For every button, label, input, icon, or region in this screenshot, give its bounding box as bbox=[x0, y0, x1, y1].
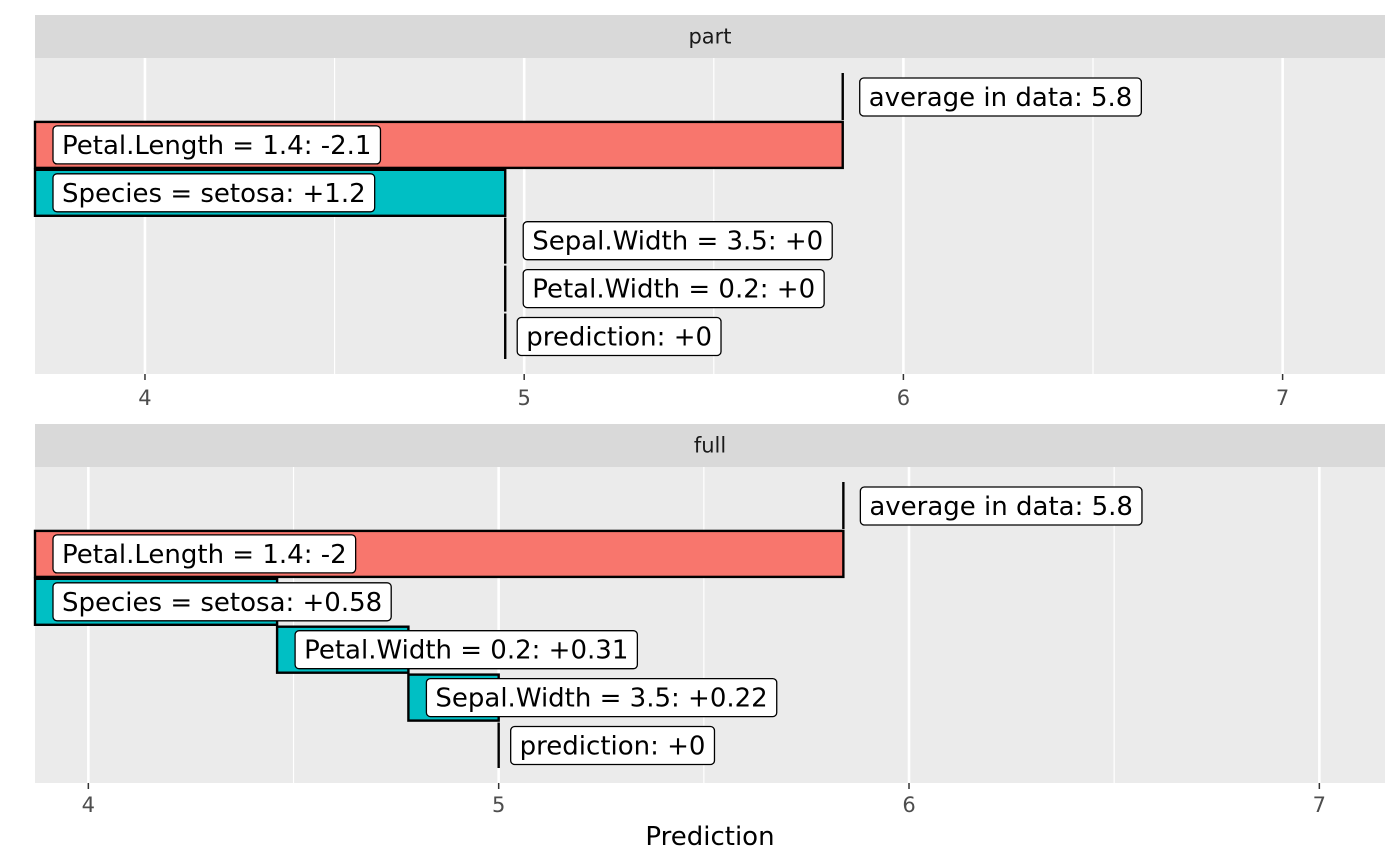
bar-label-text: Petal.Length = 1.4: -2.1 bbox=[62, 131, 371, 161]
bar-label-box bbox=[859, 486, 1143, 526]
x-tick-label: 6 bbox=[902, 793, 915, 817]
bar-label-text: Species = setosa: +1.2 bbox=[62, 179, 366, 209]
bar-label: prediction: +0 bbox=[516, 316, 722, 357]
bar-label-text: Sepal.Width = 3.5: +0 bbox=[532, 227, 823, 257]
bar-label: Sepal.Width = 3.5: +0.22 bbox=[425, 677, 778, 718]
bar-label: Petal.Width = 0.2: +0.31 bbox=[294, 630, 639, 670]
x-tick-label: 7 bbox=[1313, 793, 1326, 817]
bar-label-text: Petal.Width = 0.2: +0 bbox=[532, 275, 815, 305]
x-axis-title: Prediction bbox=[645, 822, 774, 852]
bar-label-box bbox=[859, 77, 1142, 117]
x-tick-label: 5 bbox=[517, 386, 530, 410]
bar-label-box bbox=[294, 630, 639, 670]
bar-label-text: prediction: +0 bbox=[526, 323, 712, 353]
bar-label: Sepal.Width = 3.5: +0 bbox=[522, 221, 833, 261]
x-tick-label: 5 bbox=[492, 793, 505, 817]
bar-label-box bbox=[510, 725, 716, 766]
bar-label-text: prediction: +0 bbox=[520, 732, 706, 762]
bar-label: average in data: 5.8 bbox=[859, 77, 1142, 117]
x-tick-label: 4 bbox=[138, 386, 151, 410]
bar-label: Petal.Width = 0.2: +0 bbox=[522, 268, 825, 309]
bar-label-text: Petal.Length = 1.4: -2 bbox=[62, 540, 347, 570]
bar-label-text: Petal.Width = 0.2: +0.31 bbox=[304, 636, 628, 666]
bar-label: Petal.Length = 1.4: -2 bbox=[52, 534, 357, 574]
bar-label: prediction: +0 bbox=[510, 725, 716, 766]
bar-label: Species = setosa: +1.2 bbox=[52, 173, 376, 213]
bar-label-box bbox=[52, 534, 357, 574]
panel-full: full 4 5 6 7 average in data: 5.8 Petal.Length… bbox=[33, 424, 1385, 817]
bar-label: Species = setosa: +0.58 bbox=[52, 582, 392, 622]
bar-label: average in data: 5.8 bbox=[859, 486, 1143, 526]
bar-label-text: Species = setosa: +0.58 bbox=[62, 588, 382, 618]
bar-label-box bbox=[52, 582, 392, 622]
bar-label-text: Sepal.Width = 3.5: +0.22 bbox=[435, 684, 767, 714]
bar-label-text: average in data: 5.8 bbox=[869, 83, 1133, 113]
bar-label-box bbox=[52, 125, 382, 165]
bar-label-box bbox=[52, 173, 376, 213]
x-tick-label: 4 bbox=[82, 793, 95, 817]
facet-strip-label: full bbox=[694, 434, 726, 458]
bar-label-text: average in data: 5.8 bbox=[869, 492, 1133, 522]
panel-part: part 4 5 6 7 average in data: 5.8 Petal.Length… bbox=[33, 15, 1385, 410]
facet-strip bbox=[35, 15, 1385, 58]
bar-label-box bbox=[522, 268, 825, 309]
x-tick-label: 6 bbox=[897, 386, 910, 410]
facet-strip bbox=[35, 424, 1385, 467]
bar-label-box bbox=[522, 221, 833, 261]
bar-label: Petal.Length = 1.4: -2.1 bbox=[52, 125, 382, 165]
bar-label-box bbox=[516, 316, 722, 357]
bar-label-box bbox=[425, 677, 778, 718]
x-tick-label: 7 bbox=[1276, 386, 1289, 410]
facet-strip-label: part bbox=[688, 25, 731, 49]
